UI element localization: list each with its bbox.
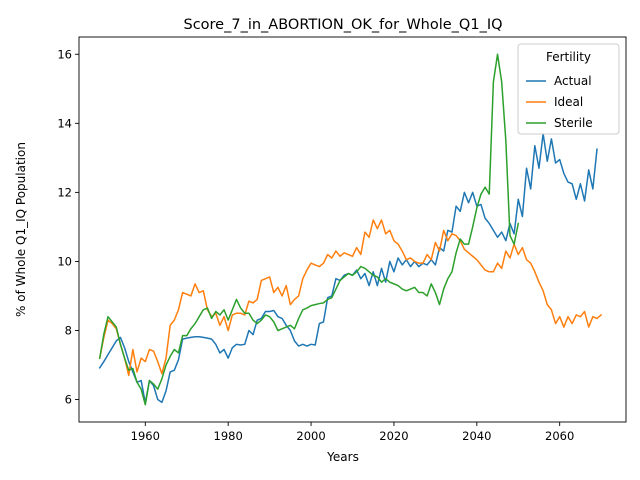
legend-entries: Actual Ideal Sterile [526, 74, 593, 130]
legend-label-ideal: Ideal [554, 95, 583, 109]
series-line-ideal [98, 219, 603, 377]
y-tick-label: 6 [65, 393, 72, 407]
series-line-actual [98, 132, 598, 404]
y-tick-label: 16 [57, 47, 72, 61]
y-axis-ticks: 6 8 10 12 14 16 [57, 47, 79, 407]
legend-label-sterile: Sterile [554, 116, 593, 130]
y-tick-label: 12 [57, 185, 72, 199]
x-axis-label: Years [326, 450, 359, 464]
chart-title: Score_7_in_ABORTION_OK_for_Whole_Q1_IQ [183, 17, 502, 33]
x-tick-label: 1960 [131, 429, 160, 443]
x-tick-label: 1980 [214, 429, 243, 443]
plot-frame [78, 36, 627, 423]
x-tick-label: 2060 [545, 429, 574, 443]
legend-title: Fertility [546, 50, 591, 64]
y-tick-label: 8 [65, 323, 72, 337]
legend: Fertility Actual Ideal Sterile [517, 43, 620, 135]
x-axis-ticks: 1960 1980 2000 2020 2040 2060 [131, 422, 574, 443]
legend-box [517, 43, 620, 135]
x-tick-label: 2040 [462, 429, 491, 443]
y-tick-label: 14 [57, 116, 72, 130]
legend-label-actual: Actual [554, 74, 592, 88]
x-tick-label: 2000 [296, 429, 325, 443]
y-tick-label: 10 [57, 254, 72, 268]
series-layer [98, 53, 603, 406]
series-line-sterile [98, 53, 520, 406]
y-axis-label: % of Whole Q1_IQ Population [14, 142, 28, 317]
x-tick-label: 2020 [379, 429, 408, 443]
